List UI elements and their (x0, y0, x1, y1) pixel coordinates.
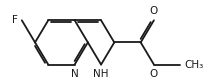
Text: O: O (149, 6, 157, 16)
Text: CH₃: CH₃ (183, 60, 202, 70)
Text: NH: NH (93, 69, 108, 79)
Text: O: O (149, 69, 157, 79)
Text: N: N (70, 69, 78, 79)
Text: F: F (12, 15, 18, 25)
